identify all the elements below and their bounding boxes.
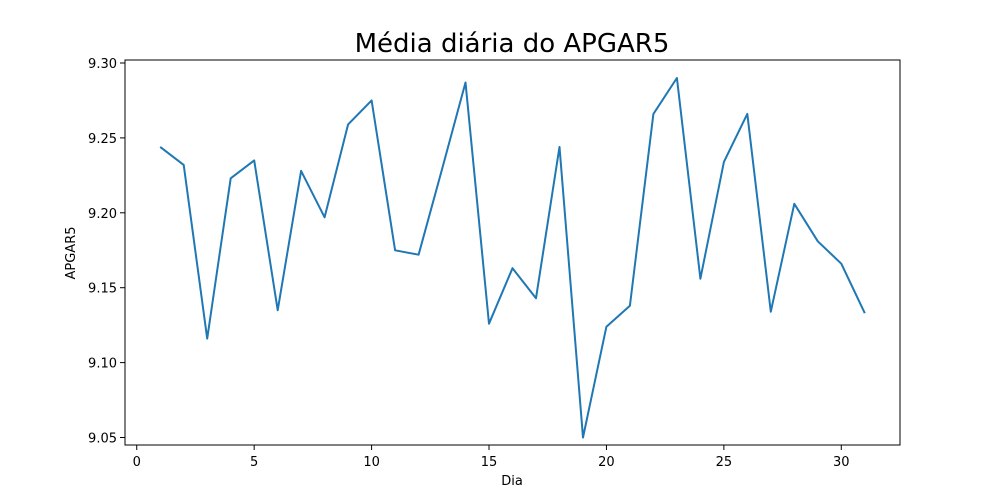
y-tick-label: 9.20 bbox=[88, 207, 117, 222]
y-tick-label: 9.10 bbox=[88, 357, 117, 372]
plot-area bbox=[159, 77, 866, 439]
x-tick-label: 25 bbox=[716, 455, 733, 470]
x-tick-label: 10 bbox=[363, 455, 380, 470]
x-tick-label: 20 bbox=[598, 455, 615, 470]
y-tick-label: 9.15 bbox=[88, 282, 117, 297]
x-tick-label: 5 bbox=[250, 455, 258, 470]
x-tick-label: 30 bbox=[833, 455, 850, 470]
series-line bbox=[159, 77, 866, 439]
y-tick-label: 9.30 bbox=[88, 57, 117, 72]
chart-title: Média diária do APGAR5 bbox=[355, 29, 670, 59]
y-axis-label: APGAR5 bbox=[64, 226, 79, 279]
y-tick-label: 9.25 bbox=[88, 132, 117, 147]
y-tick-label: 9.05 bbox=[88, 432, 117, 447]
x-axis: 0 5 10 15 20 25 30 bbox=[133, 445, 850, 470]
y-axis: 9.05 9.10 9.15 9.20 9.25 9.30 bbox=[88, 57, 125, 447]
x-axis-label: Dia bbox=[501, 474, 523, 489]
plot-frame bbox=[124, 59, 901, 446]
x-tick-label: 15 bbox=[481, 455, 498, 470]
x-tick-label: 0 bbox=[133, 455, 141, 470]
